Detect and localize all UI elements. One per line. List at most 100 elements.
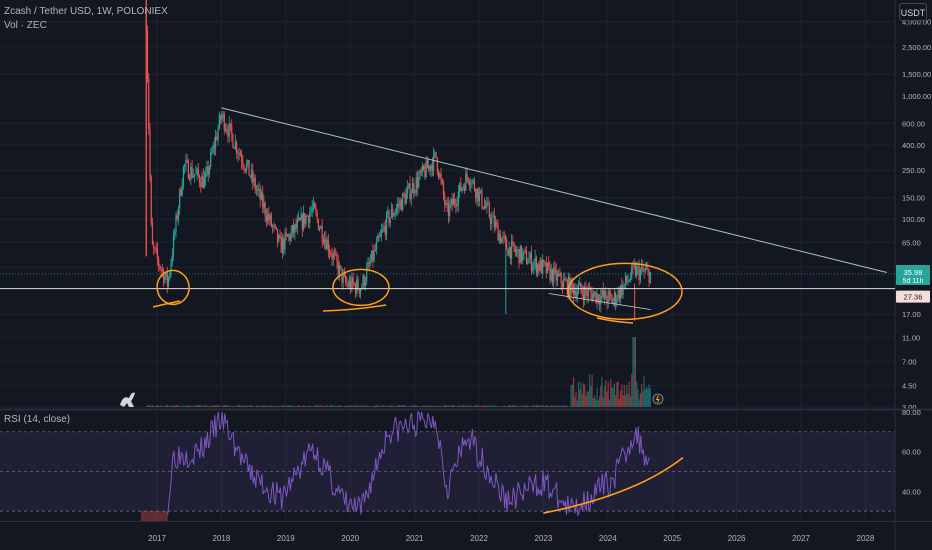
volume-bar <box>488 405 490 407</box>
candle-body <box>249 175 251 177</box>
candle <box>529 251 531 264</box>
volume-bar <box>646 386 648 407</box>
candle-body <box>575 290 577 298</box>
volume-bar <box>418 406 420 407</box>
volume-bar <box>393 406 395 407</box>
candle-body <box>414 191 416 193</box>
volume-bar <box>598 396 601 407</box>
candle-body <box>457 191 459 205</box>
volume-bar <box>613 383 616 407</box>
volume-bar <box>304 405 306 407</box>
y-tick-label: 7.00 <box>902 358 917 367</box>
candle <box>610 289 612 301</box>
candle <box>623 283 625 289</box>
candle-body <box>326 240 328 250</box>
candle-body <box>223 113 225 130</box>
volume-bar <box>226 405 228 407</box>
volume-bar <box>301 405 303 407</box>
candle-body <box>623 283 625 286</box>
candle-body <box>450 199 452 205</box>
y-tick-label: 150.00 <box>902 194 925 203</box>
candle-body <box>535 257 537 273</box>
volume-bar <box>212 405 214 407</box>
candle <box>400 198 402 211</box>
candle <box>369 254 372 267</box>
candle-body <box>228 123 230 137</box>
candle <box>450 197 452 209</box>
candle <box>488 200 490 220</box>
candle <box>379 229 381 238</box>
candle <box>563 272 565 288</box>
volume-bar <box>405 406 407 407</box>
currency-button[interactable]: USDT <box>899 3 927 21</box>
rsi-rising-trendline <box>543 456 684 514</box>
volume-bar <box>475 405 477 407</box>
volume-bar <box>394 406 396 407</box>
candle <box>169 269 171 281</box>
candle <box>440 167 442 185</box>
candle <box>447 196 450 224</box>
candle <box>628 278 630 282</box>
volume-bar <box>577 381 580 407</box>
candle <box>356 274 358 297</box>
volume-bar <box>445 405 447 407</box>
volume-bar <box>603 386 606 407</box>
candle-body <box>317 219 320 230</box>
candle-body <box>598 301 601 305</box>
volume-bar <box>187 405 189 407</box>
volume-legend[interactable]: Vol · ZEC <box>4 20 47 31</box>
candle <box>392 204 394 220</box>
volume-bar <box>335 405 337 407</box>
candle <box>528 251 530 264</box>
candle-body <box>613 293 616 301</box>
candle <box>462 183 464 191</box>
candle <box>275 226 277 230</box>
volume-bar <box>192 406 194 407</box>
symbol-legend[interactable]: Zcash / Tether USD, 1W, POLONIEX <box>4 6 168 17</box>
candle-body <box>579 282 581 286</box>
candle-body <box>480 190 482 193</box>
candle <box>164 273 166 285</box>
volume-bar <box>296 406 298 407</box>
candle <box>234 134 237 151</box>
volume-bar <box>587 391 589 407</box>
candle-body <box>227 131 229 137</box>
candle <box>492 211 494 218</box>
candle <box>309 206 311 229</box>
candle <box>213 137 215 156</box>
candle <box>184 163 186 174</box>
candle <box>549 261 551 284</box>
volume-bar <box>340 405 342 407</box>
candle <box>263 195 265 214</box>
candle <box>553 262 555 290</box>
candle <box>624 272 627 290</box>
volume-bar <box>454 405 456 407</box>
volume-bar <box>158 406 160 407</box>
candle <box>196 166 198 181</box>
candle-body <box>151 223 154 245</box>
candle <box>404 189 406 207</box>
candle <box>371 250 373 263</box>
candle <box>498 229 500 244</box>
candle-body <box>425 160 427 178</box>
volume-bar <box>290 405 292 407</box>
volume-bar <box>643 376 645 407</box>
rsi-legend[interactable]: RSI (14, close) <box>4 414 71 425</box>
candle <box>429 165 431 176</box>
candle-body <box>423 165 425 170</box>
volume-bar <box>299 405 301 407</box>
volume-bar <box>322 405 324 407</box>
volume-bar <box>286 405 289 407</box>
volume-bar <box>611 387 613 407</box>
volume-bar <box>156 405 159 407</box>
candle-body <box>638 266 640 280</box>
candle-body <box>304 213 306 225</box>
logo-shape <box>120 392 135 407</box>
candle <box>561 280 563 295</box>
volume-bar <box>330 405 332 407</box>
falling-support-line <box>548 293 651 310</box>
volume-bar <box>306 406 308 407</box>
candle-body <box>589 288 591 290</box>
candle <box>154 246 156 253</box>
